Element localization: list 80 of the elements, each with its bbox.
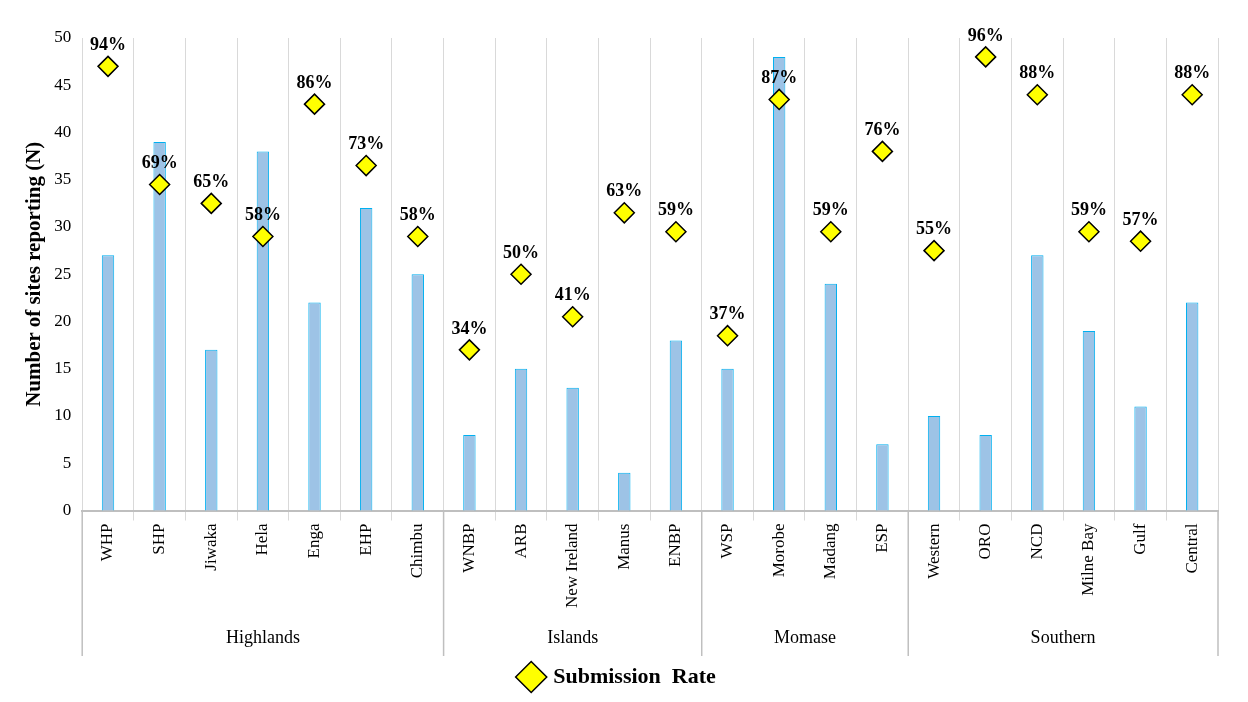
point <box>200 192 223 215</box>
data-label: 41% <box>554 284 591 305</box>
text: Islands <box>547 626 599 647</box>
data-label: 65% <box>193 171 230 192</box>
data-label: 59% <box>657 199 694 220</box>
data-label: 34% <box>451 317 488 338</box>
y-tick-label: 0 <box>62 499 72 519</box>
point <box>1129 230 1152 252</box>
point <box>871 140 894 163</box>
x-tick-label: ARB <box>510 523 530 559</box>
data-label: 76% <box>864 119 901 140</box>
data-label: 88% <box>1019 62 1056 83</box>
data-label: 59% <box>812 199 849 220</box>
x-tick-label: New Ireland <box>562 523 582 609</box>
y-tick-label: 35 <box>54 169 72 189</box>
text: Highlands <box>225 626 300 647</box>
text: Momase <box>773 626 836 647</box>
x-tick-label: ESP <box>871 523 891 553</box>
point <box>303 93 326 115</box>
y-tick-label: 10 <box>54 405 72 425</box>
point <box>768 88 790 111</box>
point <box>665 220 687 243</box>
point <box>613 202 636 224</box>
point <box>97 55 119 78</box>
point <box>1026 83 1049 106</box>
y-tick-label: 30 <box>54 216 72 236</box>
point <box>1181 83 1203 106</box>
point <box>148 173 171 196</box>
data-label: 73% <box>348 133 385 154</box>
point <box>355 154 377 177</box>
point <box>1078 220 1100 243</box>
x-tick-label: Manus <box>613 523 633 570</box>
point <box>561 306 584 328</box>
point <box>510 263 532 286</box>
y-tick-label: 15 <box>54 358 72 378</box>
x-tick-label: SHP <box>149 523 169 555</box>
data-label: 96% <box>967 24 1004 45</box>
x-tick-label: Madang <box>820 523 840 580</box>
point <box>252 225 274 248</box>
x-tick-label: Morobe <box>768 523 788 578</box>
data-label: 58% <box>399 204 436 225</box>
data-label: 50% <box>503 241 540 262</box>
legend-label: Submission Rate <box>553 662 717 688</box>
point <box>716 324 739 347</box>
x-tick-label: Central <box>1181 523 1201 574</box>
y-tick-label: 50 <box>54 27 72 47</box>
x-tick-label: Hela <box>252 523 272 556</box>
point <box>820 220 842 243</box>
point <box>458 339 481 361</box>
x-tick-label: NCD <box>1026 523 1046 560</box>
data-label: 57% <box>1122 208 1159 229</box>
data-label: 59% <box>1070 199 1107 220</box>
x-tick-label: Western <box>923 523 943 579</box>
x-tick-label: Chimbu <box>407 523 427 579</box>
y-tick-label: 20 <box>54 310 72 330</box>
data-label: 86% <box>296 71 333 92</box>
x-tick-label: WHP <box>97 523 117 562</box>
data-label: 88% <box>1174 62 1211 83</box>
data-label: 63% <box>606 180 643 201</box>
x-tick-label: WSP <box>717 523 737 559</box>
y-axis-title: Number of sites reporting (N) <box>21 141 46 407</box>
point <box>407 225 429 248</box>
x-tick-label: Milne Bay <box>1078 523 1098 596</box>
x-tick-label: Enga <box>303 523 323 559</box>
y-tick-label: 25 <box>54 263 72 283</box>
y-tick-label: 5 <box>62 452 72 472</box>
point <box>923 239 945 262</box>
y-tick-label: 45 <box>54 74 72 94</box>
x-tick-label: WNBP <box>458 523 478 573</box>
data-label: 37% <box>709 303 746 324</box>
x-tick-label: ORO <box>975 523 995 560</box>
data-label: 94% <box>90 34 127 55</box>
x-tick-label: Gulf <box>1130 523 1150 555</box>
data-label: 55% <box>916 218 953 239</box>
point <box>974 46 997 68</box>
x-tick-label: ENBP <box>665 523 685 567</box>
text: Southern <box>1030 626 1096 647</box>
x-tick-label: EHP <box>355 523 375 556</box>
x-tick-label: Jiwaka <box>200 523 220 571</box>
y-tick-label: 40 <box>54 121 72 141</box>
